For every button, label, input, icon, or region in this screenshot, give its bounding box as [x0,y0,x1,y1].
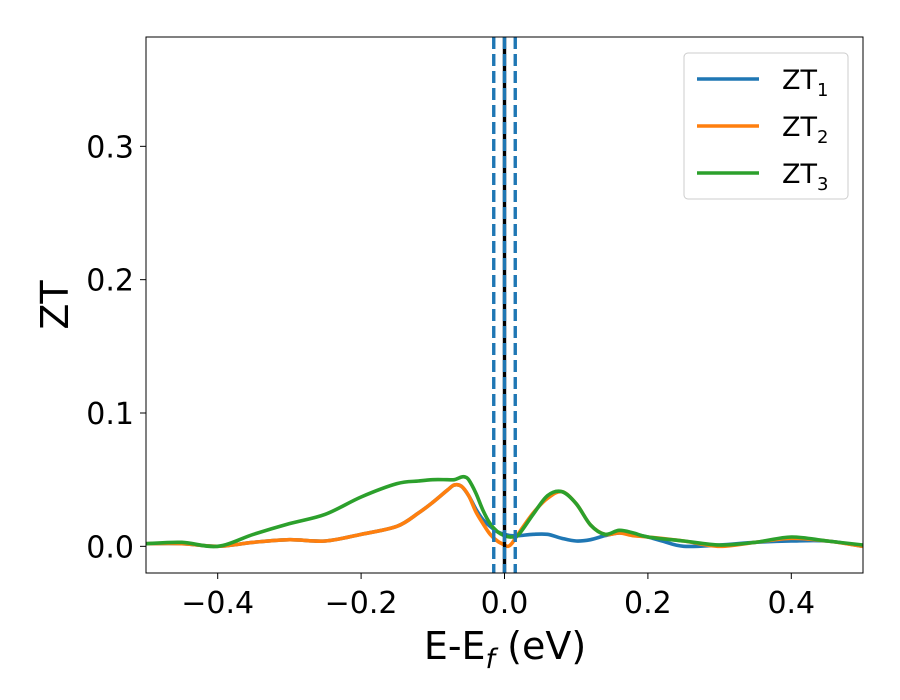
y-tick-label: 0.0 [86,530,134,565]
x-axis-title: E-Ef (eV) [424,624,586,675]
y-tick-label: 0.2 [86,264,134,299]
x-tick-label: 0.0 [481,586,529,621]
x-tick-label: −0.4 [181,586,254,621]
y-tick-label: 0.3 [86,130,134,165]
legend: ZT1 ZT2 ZT3 [683,52,849,200]
x-tick-label: 0.2 [624,586,672,621]
y-axis-title: ZT [33,280,77,330]
y-axis-ticks: 0.0 0.1 0.2 0.3 [86,130,146,565]
y-tick-label: 0.1 [86,397,134,432]
x-tick-label: −0.2 [325,586,398,621]
legend-frame [683,52,849,200]
legend-label-3: ZT3 [782,159,828,195]
series-line-3 [146,474,863,549]
legend-label-2: ZT2 [782,112,828,148]
legend-label-1: ZT1 [782,65,828,101]
reference-lines [492,37,517,573]
x-axis-ticks: −0.4 −0.2 0.0 0.2 0.4 [181,573,815,621]
x-tick-label: 0.4 [767,586,815,621]
